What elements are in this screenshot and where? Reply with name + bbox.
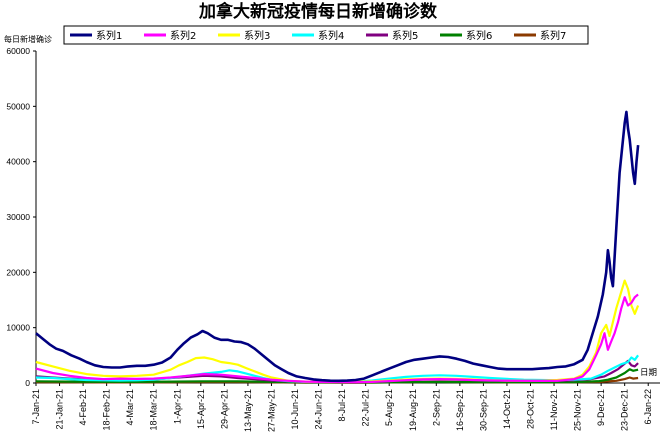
x-tick-label: 9-Dec-21 (596, 389, 606, 426)
series-line (35, 293, 639, 384)
x-tick-label: 24-Jun-21 (314, 389, 324, 430)
x-tick-label: 2-Sep-21 (431, 389, 441, 426)
x-tick-label: 8-Jul-21 (337, 389, 347, 422)
x-tick-label: 22-Jul-21 (361, 389, 371, 427)
x-tick-label: 18-Mar-21 (149, 389, 159, 431)
legend-label: 系列2 (170, 29, 196, 42)
legend-label: 系列6 (466, 29, 492, 42)
x-tick-label: 1-Apr-21 (172, 389, 182, 424)
plot-area (35, 110, 640, 384)
chart-title: 加拿大新冠疫情每日新增确诊数 (198, 1, 438, 22)
y-tick-label: 10000 (6, 323, 30, 333)
x-tick-label: 29-Apr-21 (219, 389, 229, 429)
series-line (35, 368, 639, 384)
x-tick-label: 13-May-21 (243, 389, 253, 432)
x-tick-label: 4-Mar-21 (125, 389, 135, 426)
y-tick-label: 50000 (6, 101, 30, 111)
x-tick-label: 15-Apr-21 (196, 389, 206, 429)
legend-label: 系列5 (392, 29, 418, 42)
legend-label: 系列3 (244, 29, 270, 42)
x-tick-label: 18-Feb-21 (102, 389, 112, 431)
series-line (35, 110, 640, 383)
legend-label: 系列7 (540, 29, 566, 42)
x-tick-label: 5-Aug-21 (384, 389, 394, 426)
x-tick-label: 14-Oct-21 (502, 389, 512, 429)
y-axis-label: 每日新增确诊 (4, 34, 52, 44)
legend: 系列1 系列2 系列3 系列4 系列5 系列6 系列7 (63, 25, 589, 45)
x-axis-label: 日期 (640, 367, 657, 377)
x-tick-label: 28-Oct-21 (525, 389, 535, 429)
x-tick-label: 11-Nov-21 (549, 389, 559, 430)
x-tick-label: 27-May-21 (266, 389, 276, 432)
x-tick-label: 30-Sep-21 (478, 389, 488, 431)
legend-box (63, 25, 589, 45)
x-tick-label: 7-Jan-21 (31, 389, 41, 425)
y-tick-label: 40000 (6, 157, 30, 167)
x-tick-label: 19-Aug-21 (408, 389, 418, 431)
legend-label: 系列4 (318, 29, 344, 42)
legend-label: 系列1 (96, 29, 122, 42)
x-tick-label: 23-Dec-21 (620, 389, 630, 431)
x-tick-label: 21-Jan-21 (55, 389, 65, 430)
y-tick-label: 30000 (6, 212, 30, 222)
x-tick-label: 16-Sep-21 (455, 389, 465, 431)
x-tick-label: 10-Jun-21 (290, 389, 300, 430)
y-tick-label: 0 (25, 378, 30, 388)
x-tick-label: 6-Jan-22 (643, 389, 653, 425)
axes: 0 10000 20000 30000 40000 50000 60000 7-Jan-21 2… (6, 46, 660, 432)
y-tick-label: 60000 (6, 46, 30, 56)
y-tick-label: 20000 (6, 267, 30, 277)
x-tick-label: 4-Feb-21 (78, 389, 88, 426)
x-tick-label: 25-Nov-21 (573, 389, 583, 431)
